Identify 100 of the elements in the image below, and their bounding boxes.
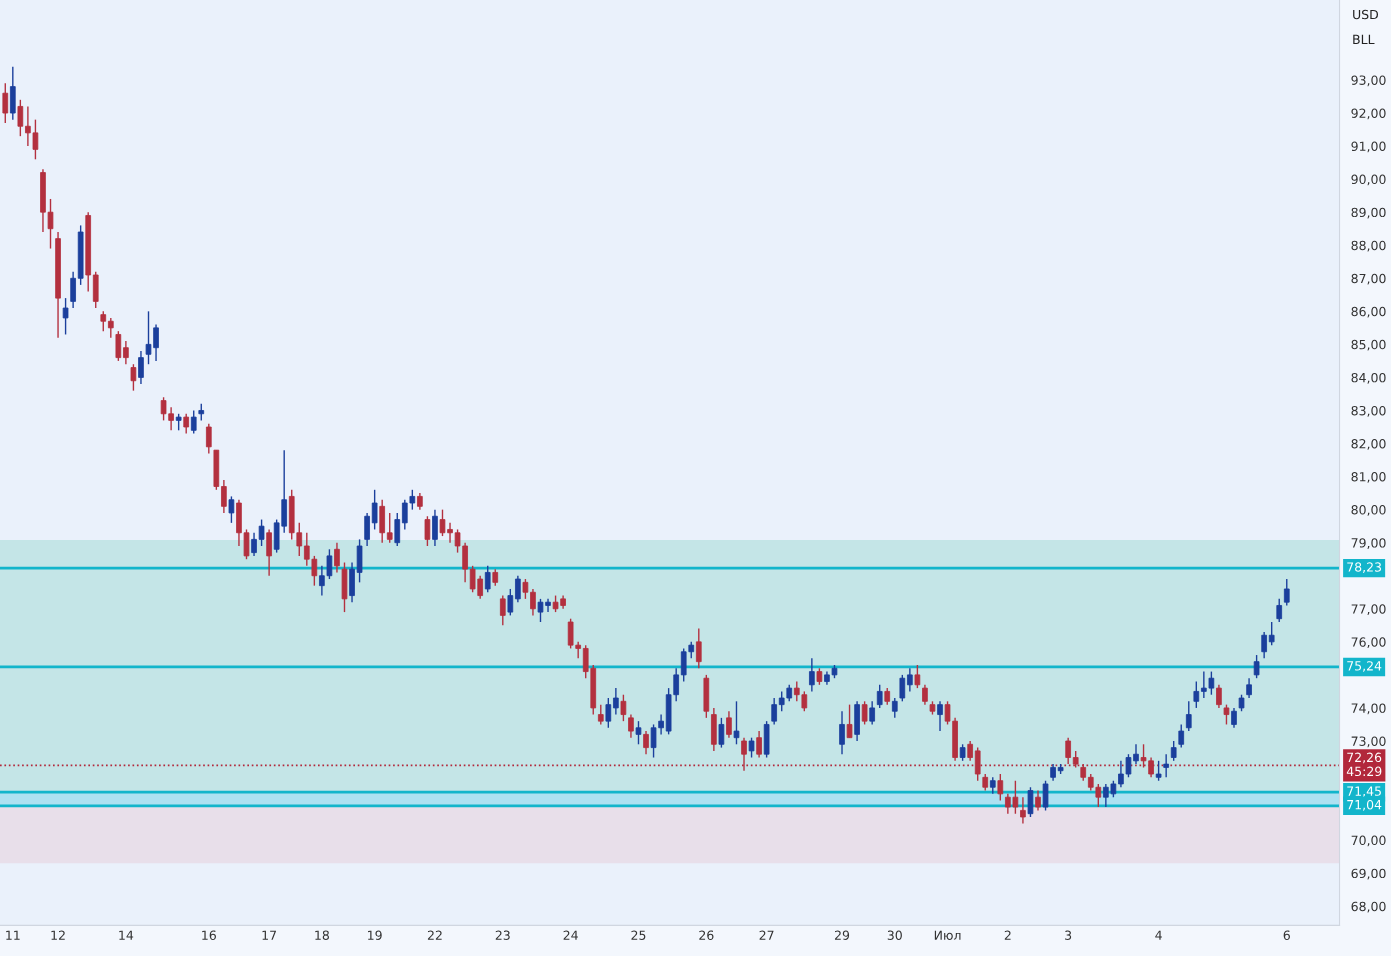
y-tick-label: 68,00 [1351, 901, 1386, 913]
candlestick [628, 713, 634, 739]
x-tick-label: 27 [759, 930, 774, 940]
candlestick [726, 710, 732, 739]
candlestick [1020, 796, 1026, 825]
candlestick [839, 710, 845, 755]
candlestick [251, 532, 257, 557]
candlestick [228, 495, 235, 524]
candlestick [1216, 684, 1222, 709]
x-tick-label: 29 [834, 930, 850, 940]
candlestick [386, 512, 393, 544]
candlestick [1283, 578, 1290, 607]
candlestick [869, 700, 875, 726]
candlestick [138, 350, 144, 385]
candlestick [846, 703, 853, 739]
candlestick [861, 700, 868, 726]
candlestick [115, 330, 122, 362]
candlestick [1035, 789, 1041, 812]
y-tick-label: 86,00 [1351, 306, 1386, 318]
candlestick [1155, 760, 1162, 782]
candlestick [1231, 707, 1237, 729]
candlestick [432, 508, 438, 547]
candlestick [2, 82, 9, 124]
y-tick-label: 82,00 [1351, 439, 1386, 450]
y-tick-label: 88,00 [1351, 240, 1386, 252]
x-tick-label: 24 [563, 930, 578, 940]
candlestick [1170, 740, 1177, 762]
candlestick [484, 565, 491, 593]
y-tick-label: 91,00 [1351, 141, 1386, 153]
y-tick-label: 69,00 [1351, 868, 1386, 880]
x-tick-label: 18 [315, 930, 329, 940]
x-tick-label: 11 [6, 930, 20, 940]
y-tick-label: 87,00 [1351, 273, 1386, 285]
candlestick [756, 730, 762, 759]
candlestick [914, 664, 921, 689]
candlestick [1253, 654, 1260, 679]
candlestick [937, 700, 943, 732]
y-tick-label: 84,00 [1351, 372, 1386, 384]
candlestick [695, 627, 702, 669]
candlestick [1261, 631, 1267, 660]
candlestick [907, 667, 913, 693]
candlestick [394, 512, 401, 547]
candlestick [371, 489, 378, 531]
y-tick-label: 92,00 [1351, 108, 1386, 120]
candlestick [522, 578, 529, 600]
y-tick-label: 76,00 [1351, 637, 1386, 649]
candlestick [530, 588, 536, 617]
candlestick [718, 717, 725, 749]
candlestick [1246, 677, 1252, 699]
x-tick-label: 3 [1065, 930, 1072, 940]
y-tick-label: 79,00 [1351, 538, 1386, 549]
candlestick [967, 740, 973, 762]
candlestick [17, 99, 24, 137]
x-tick-label: 6 [1283, 930, 1290, 940]
y-tick-label: 89,00 [1351, 207, 1386, 219]
candlestick [205, 423, 212, 455]
candlestick [364, 512, 370, 547]
candlestick [1268, 621, 1275, 646]
candlestick [733, 700, 740, 745]
x-tick-label: 19 [368, 930, 382, 940]
candlestick [62, 297, 69, 336]
candlestick [499, 594, 506, 627]
y-tick-label: 90,00 [1351, 174, 1386, 186]
ref-line-label: 78,23 [1347, 562, 1382, 574]
text: USD [1353, 9, 1379, 20]
candlestick [100, 310, 107, 332]
x-tick-label: 14 [119, 930, 134, 940]
candlestick [635, 720, 642, 745]
candlestick [190, 409, 197, 435]
candlestick [107, 317, 114, 339]
candlestick [613, 687, 619, 716]
candlestick [123, 340, 129, 365]
candlestick [1027, 786, 1034, 818]
x-tick-label: 16 [202, 930, 216, 940]
candlestick [424, 515, 431, 547]
candlestick [597, 703, 604, 726]
candlestick [334, 541, 340, 574]
x-tick-label: 26 [699, 930, 714, 940]
x-tick-label: 30 [887, 930, 902, 940]
candlestick [997, 773, 1004, 802]
y-tick-label: 80,00 [1351, 505, 1386, 516]
candlestick [643, 730, 649, 755]
text: BLL [1353, 34, 1375, 44]
candlestick [876, 684, 883, 709]
ref-line-label: 72,26 45:29 [1346, 752, 1382, 777]
candlestick [605, 697, 612, 729]
y-tick-label: 83,00 [1351, 405, 1386, 417]
candlestick [899, 674, 906, 703]
y-tick-label: 77,00 [1351, 604, 1386, 615]
candlestick [1065, 736, 1071, 765]
y-tick-label: 70,00 [1351, 835, 1386, 847]
candlestick [891, 697, 898, 719]
candlestick [221, 479, 227, 514]
candlestick [1276, 598, 1283, 623]
candlestick [1163, 753, 1169, 779]
candlestick [183, 413, 190, 435]
y-tick-label: 74,00 [1351, 703, 1386, 715]
y-tick-label: 85,00 [1351, 339, 1386, 351]
candlestick [515, 575, 521, 603]
y-tick-label: 93,00 [1351, 75, 1386, 87]
